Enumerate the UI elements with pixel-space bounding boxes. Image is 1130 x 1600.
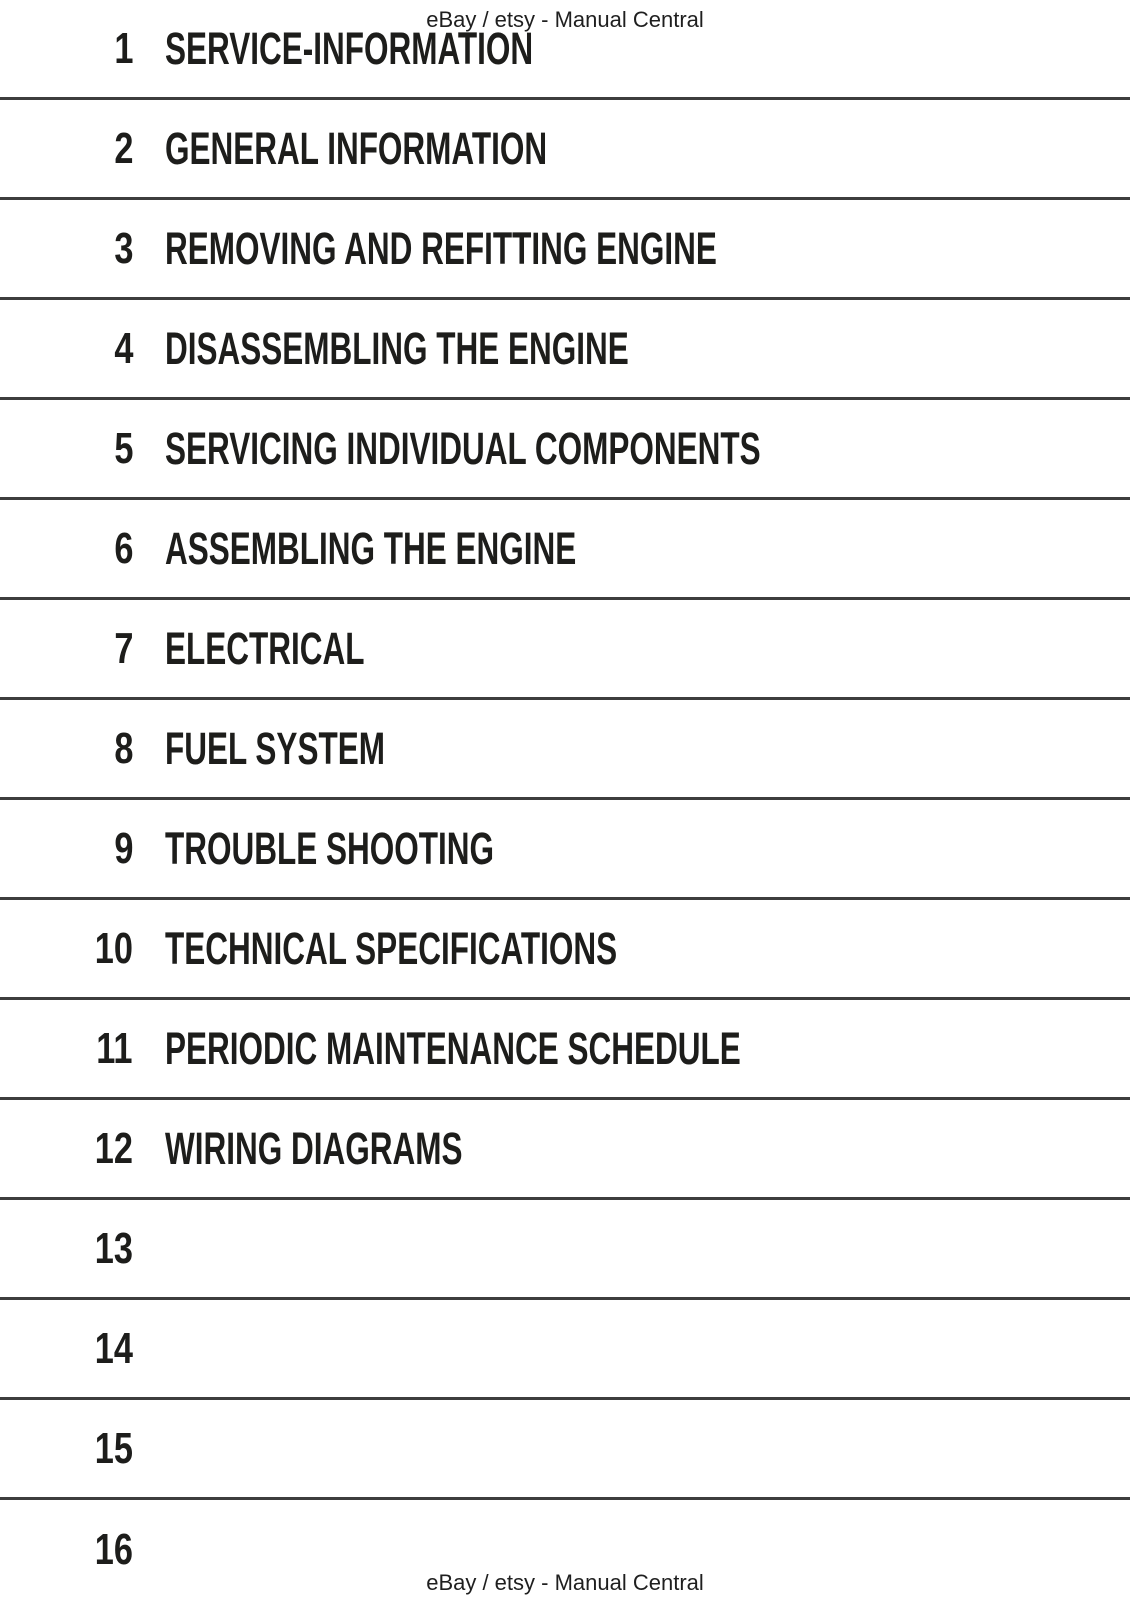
chapter-number-cell: 5	[0, 423, 133, 473]
chapter-title-cell	[165, 1440, 1130, 1458]
chapter-number: 1	[113, 23, 133, 73]
chapter-title: SERVICING INDIVIDUAL COMPONENTS	[165, 423, 761, 474]
toc-row-3: 3 REMOVING AND REFITTING ENGINE	[0, 200, 1130, 300]
toc-row-14: 14	[0, 1300, 1130, 1400]
chapter-title: FUEL SYSTEM	[165, 723, 385, 774]
chapter-number-cell: 1	[0, 23, 133, 73]
chapter-number: 5	[113, 423, 133, 473]
chapter-title: PERIODIC MAINTENANCE SCHEDULE	[165, 1023, 741, 1074]
chapter-number-cell: 15	[0, 1423, 133, 1473]
chapter-number-cell: 16	[0, 1528, 133, 1572]
chapter-number: 10	[94, 923, 133, 973]
chapter-number-cell: 12	[0, 1123, 133, 1173]
toc-row-16: 16	[0, 1500, 1130, 1600]
chapter-title: ELECTRICAL	[165, 623, 365, 674]
chapter-title-cell: TROUBLE SHOOTING	[165, 826, 1130, 871]
chapter-title-cell	[165, 1240, 1130, 1258]
toc-row-10: 10 TECHNICAL SPECIFICATIONS	[0, 900, 1130, 1000]
chapter-number: 3	[113, 223, 133, 273]
chapter-title-cell	[165, 1541, 1130, 1559]
chapter-number-cell: 13	[0, 1223, 133, 1273]
toc-row-5: 5 SERVICING INDIVIDUAL COMPONENTS	[0, 400, 1130, 500]
toc-row-12: 12 WIRING DIAGRAMS	[0, 1100, 1130, 1200]
toc-row-1: 1 SERVICE-INFORMATION	[0, 0, 1130, 100]
chapter-title-cell: SERVICE-INFORMATION	[165, 26, 1130, 71]
toc-row-11: 11 PERIODIC MAINTENANCE SCHEDULE	[0, 1000, 1130, 1100]
toc-row-4: 4 DISASSEMBLING THE ENGINE	[0, 300, 1130, 400]
chapter-title-cell: ASSEMBLING THE ENGINE	[165, 526, 1130, 571]
chapter-number: 15	[94, 1423, 133, 1473]
chapter-number: 16	[94, 1525, 133, 1574]
chapter-title-cell: ELECTRICAL	[165, 626, 1130, 671]
chapter-title: TECHNICAL SPECIFICATIONS	[165, 923, 618, 974]
chapter-number-cell: 10	[0, 923, 133, 973]
toc-row-15: 15	[0, 1400, 1130, 1500]
chapter-number: 9	[113, 823, 133, 873]
chapter-title-cell: GENERAL INFORMATION	[165, 126, 1130, 171]
chapter-number-cell: 3	[0, 223, 133, 273]
chapter-number: 8	[113, 723, 133, 773]
toc-row-7: 7 ELECTRICAL	[0, 600, 1130, 700]
chapter-number: 7	[113, 623, 133, 673]
chapter-number-cell: 6	[0, 523, 133, 573]
chapter-title-cell: TECHNICAL SPECIFICATIONS	[165, 926, 1130, 971]
chapter-number-cell: 11	[0, 1023, 133, 1073]
chapter-number-cell: 4	[0, 323, 133, 373]
chapter-title: GENERAL INFORMATION	[165, 123, 548, 174]
chapter-title-cell: DISASSEMBLING THE ENGINE	[165, 326, 1130, 371]
chapter-title-cell: SERVICING INDIVIDUAL COMPONENTS	[165, 426, 1130, 471]
chapter-number: 14	[94, 1323, 133, 1373]
chapter-number-cell: 9	[0, 823, 133, 873]
chapter-title-cell: REMOVING AND REFITTING ENGINE	[165, 226, 1130, 271]
chapter-number: 6	[113, 523, 133, 573]
chapter-title: ASSEMBLING THE ENGINE	[165, 523, 577, 574]
chapter-number: 4	[113, 323, 133, 373]
toc-row-13: 13	[0, 1200, 1130, 1300]
chapter-number: 11	[96, 1023, 133, 1073]
chapter-title: TROUBLE SHOOTING	[165, 823, 494, 874]
chapter-title-cell: PERIODIC MAINTENANCE SCHEDULE	[165, 1026, 1130, 1071]
toc-row-2: 2 GENERAL INFORMATION	[0, 100, 1130, 200]
chapter-number-cell: 14	[0, 1323, 133, 1373]
chapter-title: DISASSEMBLING THE ENGINE	[165, 323, 629, 374]
toc-row-8: 8 FUEL SYSTEM	[0, 700, 1130, 800]
chapter-title-cell: FUEL SYSTEM	[165, 726, 1130, 771]
chapter-title: SERVICE-INFORMATION	[165, 23, 534, 74]
chapter-title: REMOVING AND REFITTING ENGINE	[165, 223, 717, 274]
chapter-number-cell: 2	[0, 123, 133, 173]
toc-row-6: 6 ASSEMBLING THE ENGINE	[0, 500, 1130, 600]
chapter-number-cell: 8	[0, 723, 133, 773]
chapter-number: 13	[94, 1223, 133, 1273]
chapter-number: 2	[113, 123, 133, 173]
chapter-number: 12	[94, 1123, 133, 1173]
toc-row-9: 9 TROUBLE SHOOTING	[0, 800, 1130, 900]
chapter-title-cell: WIRING DIAGRAMS	[165, 1126, 1130, 1171]
chapter-number-cell: 7	[0, 623, 133, 673]
chapter-title-cell	[165, 1340, 1130, 1358]
chapter-title: WIRING DIAGRAMS	[165, 1123, 463, 1174]
